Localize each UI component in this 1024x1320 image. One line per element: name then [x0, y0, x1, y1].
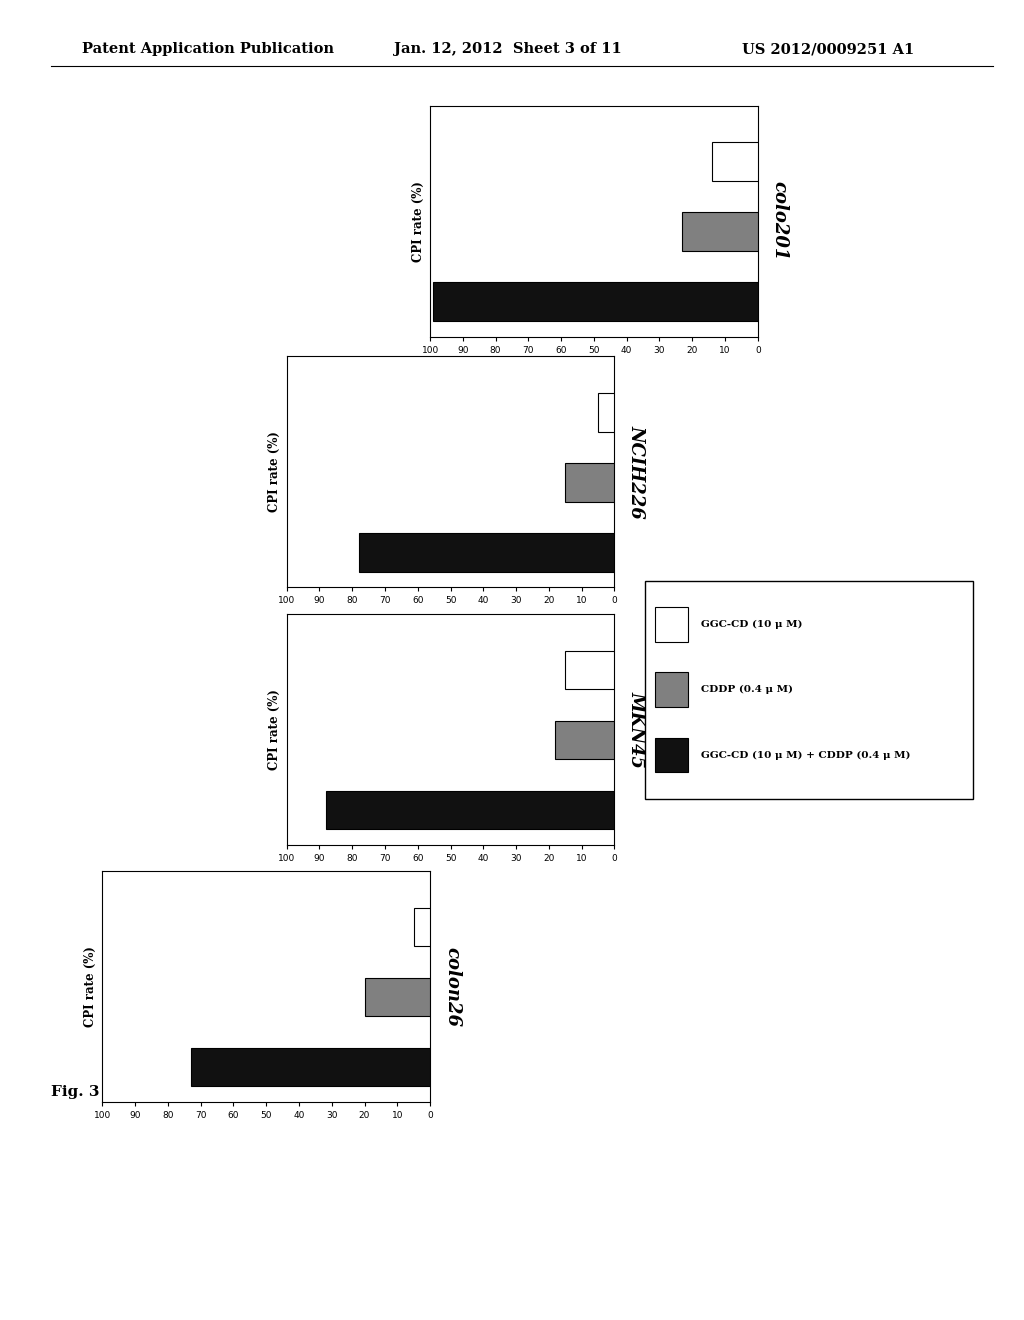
Text: GGC-CD (10 μ M) + CDDP (0.4 μ M): GGC-CD (10 μ M) + CDDP (0.4 μ M) [700, 751, 910, 759]
Y-axis label: CPI rate (%): CPI rate (%) [268, 689, 282, 770]
Bar [414, 908, 430, 946]
Bar [565, 651, 614, 689]
Y-axis label: CPI rate (%): CPI rate (%) [268, 432, 282, 512]
Text: GGC-CD (10 μ M): GGC-CD (10 μ M) [700, 620, 803, 628]
Bar [365, 978, 430, 1016]
Bar [712, 143, 758, 181]
Bar [565, 463, 614, 502]
Y-axis label: CPI rate (%): CPI rate (%) [84, 946, 97, 1027]
Bar [326, 791, 614, 829]
Text: US 2012/0009251 A1: US 2012/0009251 A1 [742, 42, 914, 57]
Y-axis label: CPI rate (%): CPI rate (%) [412, 181, 425, 261]
Text: MKN45: MKN45 [628, 690, 645, 768]
Text: Fig. 3: Fig. 3 [51, 1085, 99, 1100]
Text: Jan. 12, 2012  Sheet 3 of 11: Jan. 12, 2012 Sheet 3 of 11 [394, 42, 622, 57]
Text: Patent Application Publication: Patent Application Publication [82, 42, 334, 57]
Bar [433, 282, 758, 321]
Bar [598, 393, 614, 432]
Bar [655, 672, 688, 708]
Bar [555, 721, 614, 759]
Bar [682, 213, 758, 251]
Text: colo201: colo201 [771, 181, 788, 261]
Bar [358, 533, 614, 572]
Bar [190, 1048, 430, 1086]
Text: CDDP (0.4 μ M): CDDP (0.4 μ M) [700, 685, 793, 694]
Text: colon26: colon26 [443, 946, 461, 1027]
Bar [655, 607, 688, 642]
Bar [655, 738, 688, 772]
Text: NCIH226: NCIH226 [628, 425, 645, 519]
